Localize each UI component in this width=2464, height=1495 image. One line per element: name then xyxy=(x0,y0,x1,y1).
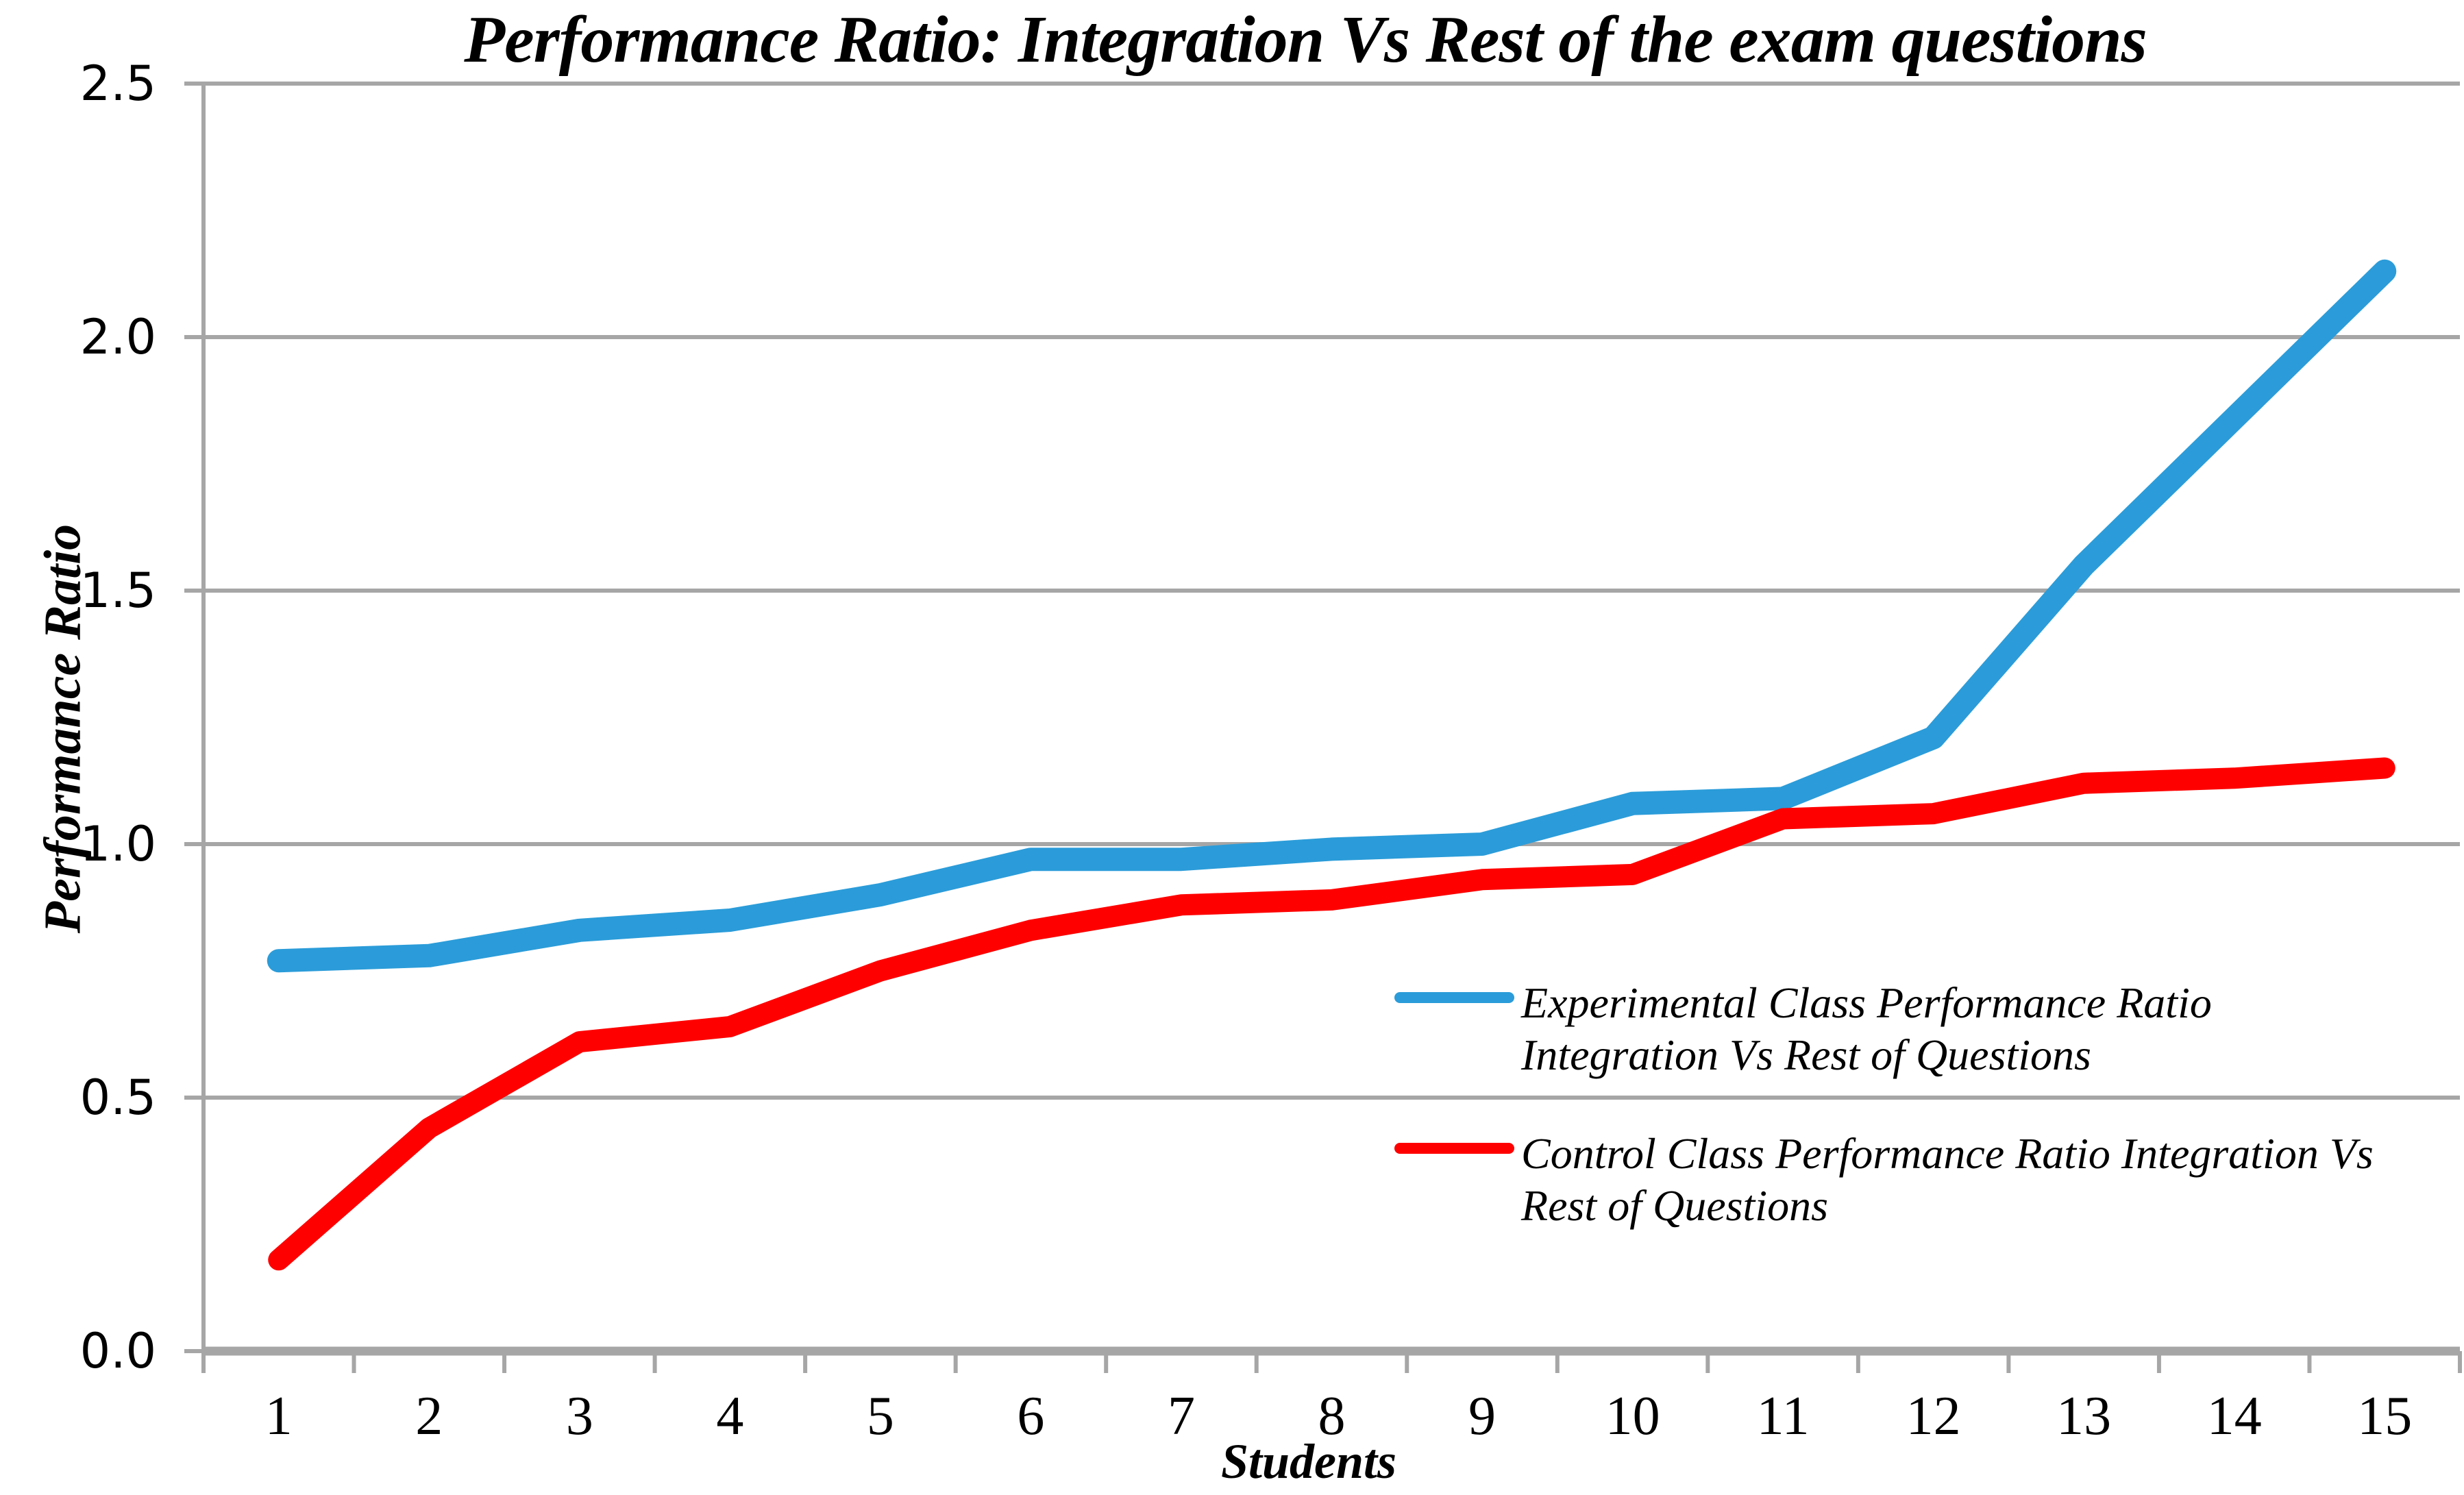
series-line-experimental xyxy=(267,259,2397,973)
x-axis-title: Students xyxy=(1220,1434,1397,1489)
y-tick-label: 2.5 xyxy=(79,55,156,112)
y-tick-label: 1.5 xyxy=(79,563,156,619)
legend-label-experimental: Experimental Class Performance Ratio Inte… xyxy=(1521,978,2212,1079)
y-tick-label: 0.0 xyxy=(79,1323,156,1379)
x-tick-label: 3 xyxy=(565,1386,593,1446)
x-tick-label: 13 xyxy=(2056,1386,2112,1446)
x-tick-label: 14 xyxy=(2206,1386,2262,1446)
x-tick-label: 1 xyxy=(264,1386,293,1446)
x-tick-label: 5 xyxy=(866,1386,894,1446)
x-tick-label: 15 xyxy=(2357,1386,2413,1446)
x-tick-label: 12 xyxy=(1906,1386,1961,1446)
legend-label-control: Control Class Performance Ratio Integrat… xyxy=(1521,1129,2374,1230)
x-tick-label: 11 xyxy=(1756,1386,1810,1446)
y-axis-title: Performance Ratio xyxy=(34,523,92,934)
y-tick-label: 0.5 xyxy=(79,1070,156,1126)
x-tick-label: 10 xyxy=(1605,1386,1660,1446)
legend-swatch-control xyxy=(1394,1143,1514,1154)
x-tick-label: 2 xyxy=(415,1386,443,1446)
y-tick-label: 1.0 xyxy=(79,816,156,872)
x-tick-label: 8 xyxy=(1318,1386,1346,1446)
x-tick-label: 4 xyxy=(716,1386,744,1446)
chart-title: Performance Ratio: Integration Vs Rest o… xyxy=(464,3,2147,77)
x-tick-label: 7 xyxy=(1167,1386,1195,1446)
y-tick-label: 2.0 xyxy=(79,309,156,365)
x-tick-label: 9 xyxy=(1468,1386,1496,1446)
legend-swatch-experimental xyxy=(1394,992,1514,1003)
series-line-control xyxy=(268,757,2395,1271)
x-tick-label: 6 xyxy=(1017,1386,1045,1446)
